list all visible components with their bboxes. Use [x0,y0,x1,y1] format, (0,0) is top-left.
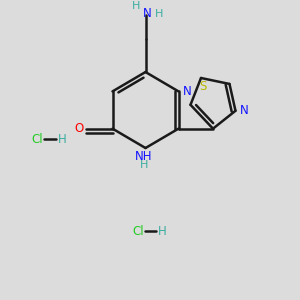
Text: H: H [158,225,167,238]
Text: N: N [182,85,191,98]
Text: H: H [132,1,140,11]
Text: Cl: Cl [132,225,144,238]
Text: N: N [142,8,152,20]
Text: N: N [239,104,248,117]
Text: H: H [155,9,163,19]
Text: H: H [58,133,67,146]
Text: O: O [74,122,83,135]
Text: S: S [199,80,206,93]
Text: H: H [140,160,148,170]
Text: NH: NH [135,150,153,163]
Text: Cl: Cl [32,133,43,146]
